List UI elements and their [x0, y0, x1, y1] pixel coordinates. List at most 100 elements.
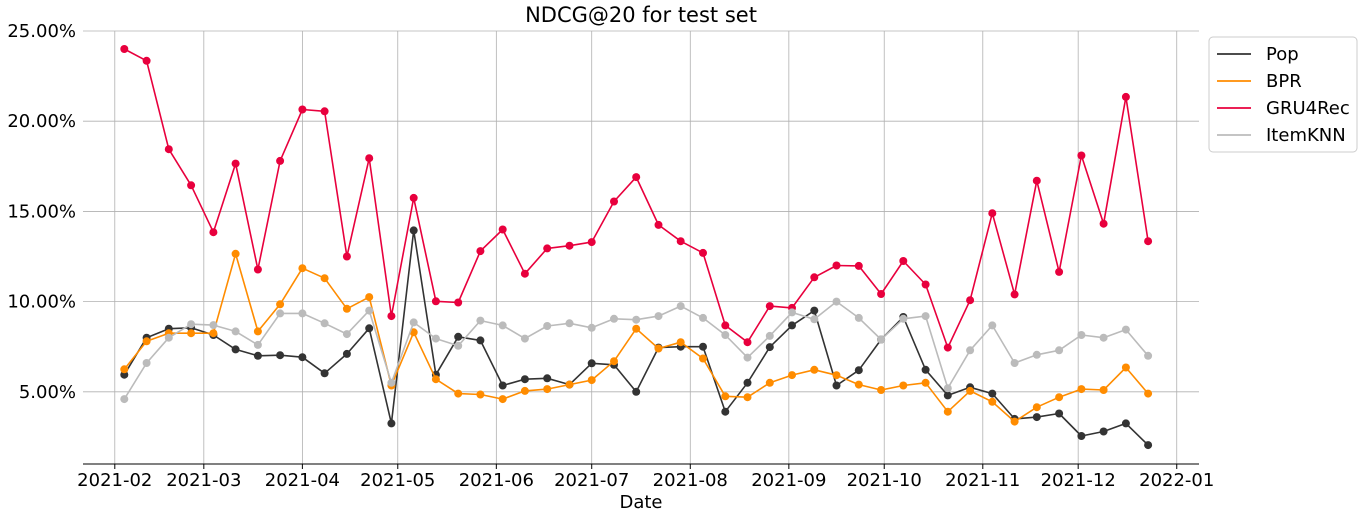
data-point	[342, 349, 351, 358]
data-point	[587, 323, 596, 332]
data-point	[120, 365, 129, 374]
data-point	[1055, 267, 1064, 276]
data-point	[654, 312, 663, 321]
data-point	[454, 332, 463, 341]
data-point	[431, 297, 440, 306]
data-point	[365, 293, 374, 302]
data-point	[810, 306, 819, 315]
data-point	[1144, 351, 1153, 360]
data-point	[409, 318, 418, 327]
data-point	[187, 320, 196, 329]
y-tick-label: 10.00%	[7, 292, 76, 313]
data-point	[654, 344, 663, 353]
legend-label: Pop	[1266, 44, 1299, 65]
data-point	[676, 338, 685, 347]
data-point	[342, 304, 351, 313]
data-point	[476, 316, 485, 325]
data-point	[877, 335, 886, 344]
data-point	[365, 324, 374, 333]
data-point	[943, 407, 952, 416]
data-point	[565, 241, 574, 250]
data-point	[1121, 363, 1130, 372]
data-point	[699, 248, 707, 257]
data-point	[765, 302, 774, 311]
data-point	[543, 374, 552, 383]
data-point	[676, 302, 685, 311]
data-point	[520, 375, 529, 384]
data-point	[209, 228, 218, 237]
data-point	[632, 315, 641, 324]
data-point	[231, 345, 240, 354]
data-point	[298, 264, 307, 273]
data-point	[943, 343, 952, 352]
data-point	[120, 395, 129, 404]
data-point	[699, 354, 707, 363]
axes	[83, 463, 1199, 469]
data-point	[409, 193, 418, 202]
data-point	[231, 159, 240, 168]
data-point	[587, 376, 596, 385]
data-point	[498, 381, 507, 390]
data-point	[743, 393, 752, 402]
x-tick-label: 2021-02	[77, 470, 152, 491]
data-point	[899, 381, 908, 390]
data-point	[387, 378, 396, 387]
data-point	[721, 331, 730, 339]
data-point	[988, 321, 997, 330]
data-point	[988, 389, 997, 398]
data-point	[387, 312, 396, 321]
data-point	[743, 338, 752, 347]
data-point	[854, 366, 863, 375]
data-point	[1055, 409, 1064, 418]
series-gru4rec	[120, 45, 1153, 352]
data-point	[832, 297, 841, 306]
data-point	[1121, 419, 1130, 428]
data-point	[142, 359, 151, 367]
data-point	[476, 390, 485, 399]
data-point	[1077, 331, 1086, 339]
data-point	[276, 300, 285, 309]
data-point	[498, 395, 507, 404]
data-point	[120, 45, 129, 53]
x-tick-label: 2021-03	[166, 470, 241, 491]
data-point	[632, 173, 641, 182]
data-point	[1099, 427, 1108, 436]
data-point	[320, 274, 329, 283]
data-point	[877, 290, 886, 298]
data-point	[320, 107, 329, 116]
data-point	[676, 237, 685, 246]
data-point	[610, 197, 618, 206]
y-tick-label: 20.00%	[7, 111, 76, 132]
data-point	[342, 252, 351, 261]
data-point	[253, 340, 262, 349]
data-point	[1099, 386, 1108, 394]
data-point	[966, 296, 975, 305]
data-point	[743, 378, 752, 387]
legend-label: GRU4Rec	[1266, 98, 1350, 119]
data-point	[1032, 413, 1041, 422]
data-point	[520, 269, 529, 278]
data-point	[476, 247, 485, 256]
data-point	[921, 280, 930, 289]
data-point	[832, 371, 841, 380]
data-point	[743, 353, 752, 362]
chart-title: NDCG@20 for test set	[525, 3, 757, 27]
data-point	[365, 306, 374, 315]
data-point	[587, 238, 596, 247]
data-point	[721, 392, 730, 401]
data-point	[454, 341, 463, 350]
data-point	[1055, 346, 1064, 355]
y-tick-label: 5.00%	[19, 382, 76, 403]
data-point	[231, 249, 240, 258]
data-point	[431, 375, 440, 384]
data-point	[476, 336, 485, 345]
data-point	[899, 314, 908, 323]
data-point	[632, 387, 641, 396]
data-point	[810, 273, 819, 282]
data-point	[788, 308, 796, 317]
series-line	[123, 229, 1149, 446]
x-tick-label: 2022-01	[1139, 470, 1214, 491]
data-point	[1077, 432, 1086, 440]
data-point	[632, 324, 641, 333]
